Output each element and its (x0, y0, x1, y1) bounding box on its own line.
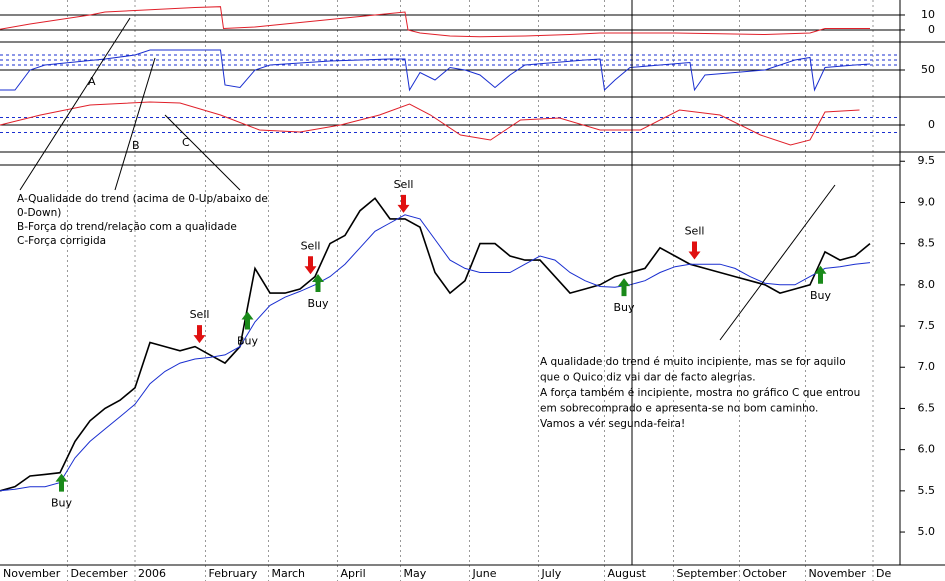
sell-arrow (397, 194, 410, 213)
marker-label: A (88, 75, 96, 88)
y-tick-label: 10 (921, 8, 935, 21)
series-line (0, 214, 871, 492)
y-tick-label: 5.5 (918, 484, 936, 497)
x-tick-label: November (809, 567, 867, 580)
series-line (0, 49, 871, 92)
annotation-text: B-Força do trend/relação com a qualidade (17, 221, 237, 233)
signal-label: Buy (51, 497, 73, 510)
buy-arrow (55, 473, 68, 492)
x-tick-label: August (608, 567, 647, 580)
y-tick-label: 0 (928, 118, 935, 131)
pointer-line (114, 57, 156, 191)
x-tick-label: De (876, 567, 891, 580)
pointer-line (164, 114, 241, 191)
annotation-text: em sobrecomprado e apresenta-se no bom c… (540, 403, 818, 415)
x-tick-label: October (743, 567, 787, 580)
sell-arrow (304, 256, 317, 275)
signal-label: Sell (685, 224, 705, 237)
x-tick-label: June (472, 567, 497, 580)
annotation-text: Vamos a vér segunda-feira! (540, 418, 685, 430)
y-tick-label: 9.0 (918, 195, 936, 208)
sell-arrow (688, 241, 701, 260)
series-line (0, 197, 871, 492)
series-line (0, 101, 860, 146)
x-tick-label: February (209, 567, 258, 580)
y-tick-label: 6.0 (918, 443, 936, 456)
marker-label: B (132, 139, 140, 152)
sell-arrow (193, 325, 206, 344)
y-tick-label: 5.0 (918, 525, 936, 538)
buy-arrow (241, 311, 254, 330)
y-tick-label: 7.0 (918, 360, 936, 373)
x-tick-label: November (3, 567, 61, 580)
y-tick-label: 6.5 (918, 401, 936, 414)
signal-label: Sell (394, 178, 414, 191)
annotation-text: A-Qualidade do trend (acima de 0-Up/abai… (17, 193, 268, 205)
buy-arrow (618, 278, 630, 297)
x-tick-label: July (541, 567, 562, 580)
x-tick-label: 2006 (138, 567, 166, 580)
pointer-line (19, 17, 131, 191)
annotation-text: 0-Down) (17, 207, 61, 219)
y-tick-label: 7.5 (918, 319, 936, 332)
x-tick-label: September (677, 567, 738, 580)
x-tick-label: March (272, 567, 306, 580)
series-line (0, 6, 870, 38)
signal-label: Sell (301, 239, 321, 252)
signal-label: Buy (307, 297, 329, 310)
signal-label: Buy (810, 289, 832, 302)
annotation-text: A qualidade do trend é muito incipiente,… (540, 356, 846, 368)
x-tick-label: May (404, 567, 427, 580)
y-tick-label: 8.0 (918, 278, 936, 291)
x-tick-label: December (71, 567, 129, 580)
marker-label: C (182, 136, 190, 149)
signal-label: Sell (190, 308, 210, 321)
y-tick-label: 0 (928, 23, 935, 36)
pointer-line (719, 184, 836, 341)
y-tick-label: 9.5 (918, 154, 936, 167)
buy-arrow (312, 274, 324, 293)
annotation-text: C-Força corrigida (17, 235, 106, 247)
y-tick-label: 50 (921, 63, 935, 76)
x-tick-label: April (341, 567, 366, 580)
buy-arrow (814, 265, 827, 284)
annotation-text: que o Quico diz vai dar de facto alegria… (540, 372, 756, 384)
annotation-text: A força também é incipiente, mostra no g… (540, 387, 860, 399)
signal-label: Buy (613, 301, 635, 314)
y-tick-label: 8.5 (918, 237, 936, 250)
signal-label: Buy (237, 335, 259, 348)
